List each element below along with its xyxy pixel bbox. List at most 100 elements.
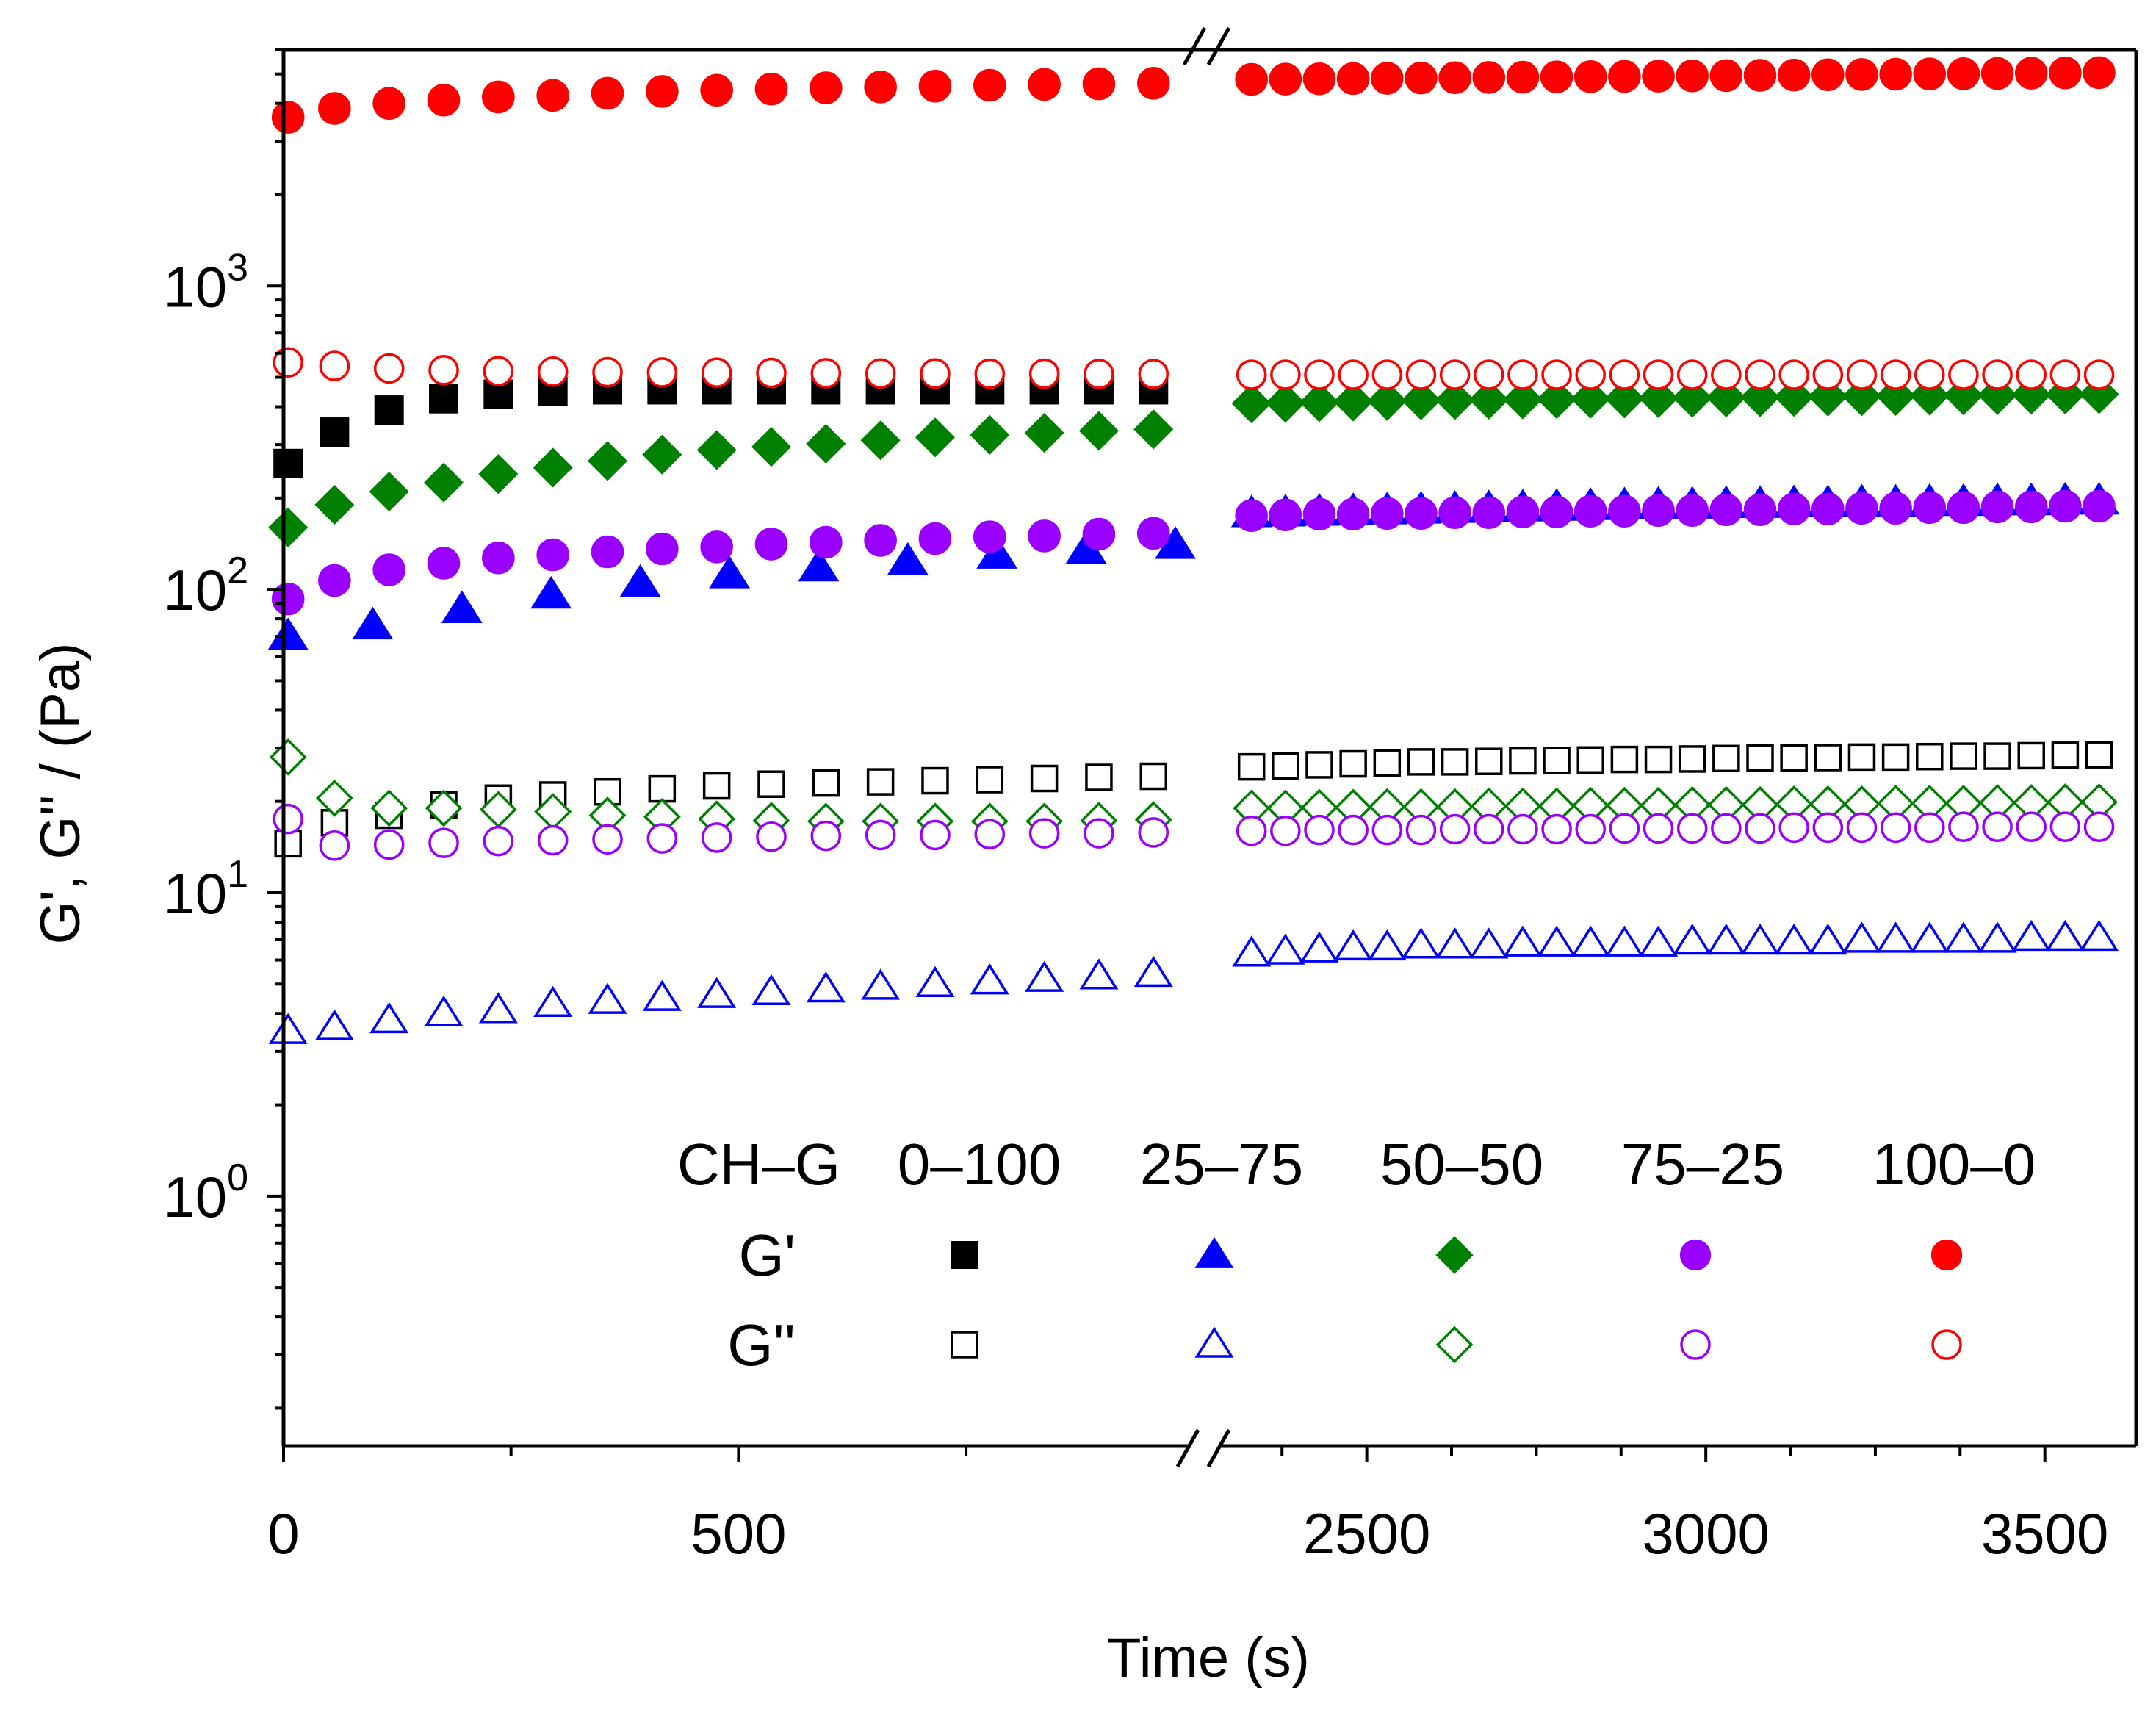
data-point (318, 564, 351, 597)
data-point (1845, 492, 1878, 525)
legend-marker (1930, 1239, 1963, 1271)
data-point (920, 819, 951, 851)
data-point (1473, 359, 1504, 390)
data-point (1235, 499, 1268, 533)
data-point (1333, 381, 1374, 422)
legend-header: CH–G (677, 1132, 840, 1197)
y-tick-exponent: 2 (227, 550, 248, 592)
legend-marker (951, 1241, 978, 1269)
legend-column-label: 25–75 (1140, 1132, 1303, 1197)
data-point (1371, 62, 1404, 95)
data-point (1506, 495, 1540, 529)
data-point (1740, 923, 1780, 955)
data-point (1133, 409, 1174, 450)
data-point (2049, 359, 2081, 390)
data-point (274, 830, 302, 858)
series-100-0-gprime (271, 56, 2116, 134)
data-point (1947, 57, 1980, 90)
legend-column-label: 75–25 (1621, 1132, 1784, 1197)
data-point (269, 738, 307, 776)
data-point (1711, 813, 1742, 844)
data-point (700, 530, 733, 564)
data-point (1136, 67, 1170, 100)
data-point (314, 484, 355, 525)
data-point (1540, 495, 1573, 529)
data-point (1028, 519, 1061, 553)
data-point (1082, 517, 1116, 551)
data-point (2083, 359, 2115, 390)
y-tick-label: 100 (163, 1157, 248, 1229)
data-point (1435, 380, 1475, 420)
data-point (483, 356, 514, 386)
data-point (1811, 492, 1845, 526)
legend-marker (1931, 1329, 1962, 1360)
data-point (536, 79, 569, 112)
data-point (320, 417, 350, 447)
data-point (273, 347, 303, 378)
data-point (1880, 359, 1911, 390)
data-point (751, 427, 792, 467)
data-point (429, 384, 459, 414)
legend-marker (1435, 1236, 1474, 1274)
data-point (1085, 763, 1113, 791)
y-tick-base: 10 (163, 254, 227, 319)
legend-row-label: G' (739, 1223, 796, 1288)
data-point (374, 395, 404, 425)
data-point (1367, 381, 1407, 421)
data-point (1571, 925, 1610, 957)
y-tick-exponent: 1 (227, 853, 248, 896)
data-point (976, 766, 1004, 794)
data-point (318, 92, 351, 125)
data-point (1604, 378, 1645, 419)
data-point (537, 824, 569, 856)
data-point (536, 538, 569, 572)
data-point (700, 73, 733, 107)
data-point (810, 525, 843, 559)
data-point (2016, 811, 2047, 842)
legend-marker (1679, 1239, 1712, 1271)
data-point (1503, 925, 1543, 957)
x-ticks: 0 500 2500 3000 3500 (267, 1446, 2108, 1566)
data-point (1025, 960, 1064, 992)
data-point (1540, 60, 1573, 93)
data-point (2083, 811, 2115, 842)
data-point (861, 968, 901, 1000)
data-point (1739, 377, 1781, 417)
data-point (1401, 380, 1441, 420)
data-point (1373, 749, 1402, 777)
data-point (1339, 749, 1367, 778)
data-point (1950, 742, 1977, 770)
data-point (970, 414, 1010, 455)
data-point (1774, 377, 1814, 417)
data-point (1405, 61, 1438, 95)
data-point (1541, 813, 1572, 845)
data-point (2049, 56, 2082, 90)
data-point (592, 824, 623, 855)
data-point (1237, 752, 1266, 781)
data-point (1469, 927, 1509, 959)
data-point (425, 789, 463, 827)
data-point (1948, 811, 1979, 842)
data-point (1336, 62, 1370, 96)
data-point (1777, 492, 1811, 526)
data-point (1079, 958, 1119, 990)
data-point (1743, 59, 1777, 92)
data-point (533, 985, 573, 1017)
data-point (1842, 376, 1882, 417)
data-point (1576, 746, 1604, 774)
data-point (1272, 752, 1299, 780)
data-point (1304, 814, 1335, 846)
data-point (1913, 57, 1947, 90)
data-point (810, 358, 842, 389)
y-tick-label: 101 (163, 853, 248, 926)
data-point (478, 454, 519, 494)
data-point (1811, 58, 1845, 92)
legend-column-label: 100–0 (1872, 1132, 2036, 1197)
data-point (1338, 814, 1369, 846)
data-point (1676, 494, 1709, 528)
data-point (1638, 925, 1679, 957)
data-point (271, 101, 305, 134)
y-tick-exponent: 3 (227, 246, 248, 289)
x-tick-label: 500 (691, 1501, 786, 1566)
